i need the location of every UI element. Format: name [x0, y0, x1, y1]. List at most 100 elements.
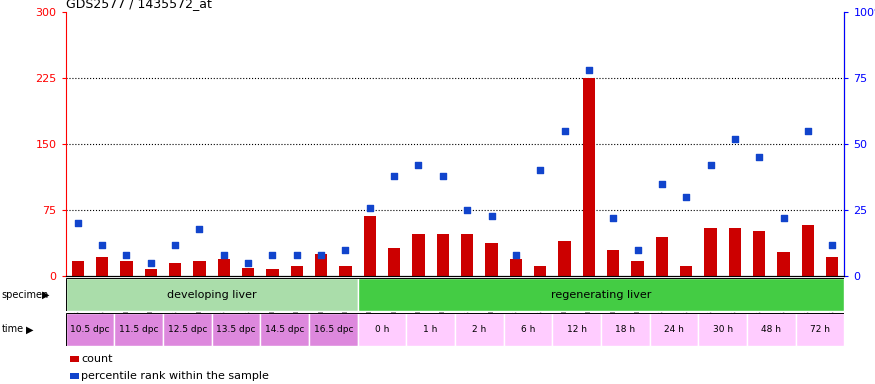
- Bar: [649, 313, 698, 346]
- Bar: [364, 217, 376, 276]
- Bar: [753, 230, 766, 276]
- Point: [411, 162, 425, 168]
- Point: [654, 180, 668, 187]
- Bar: [461, 234, 473, 276]
- Bar: [510, 259, 522, 276]
- Point: [776, 215, 790, 221]
- Bar: [115, 313, 163, 346]
- Point: [95, 242, 109, 248]
- Text: developing liver: developing liver: [167, 290, 256, 300]
- Bar: [601, 313, 649, 346]
- Bar: [778, 252, 789, 276]
- Bar: [315, 254, 327, 276]
- Bar: [340, 266, 352, 276]
- Point: [825, 242, 839, 248]
- Bar: [193, 261, 206, 276]
- Bar: [826, 257, 838, 276]
- Text: 11.5 dpc: 11.5 dpc: [119, 325, 158, 334]
- Text: 6 h: 6 h: [521, 325, 536, 334]
- Bar: [266, 270, 278, 276]
- Bar: [455, 313, 504, 346]
- Point: [582, 67, 596, 73]
- Point: [631, 247, 645, 253]
- Bar: [406, 313, 455, 346]
- Text: 16.5 dpc: 16.5 dpc: [313, 325, 354, 334]
- Bar: [632, 261, 644, 276]
- Bar: [747, 313, 795, 346]
- Bar: [534, 266, 546, 276]
- Point: [265, 252, 279, 258]
- Text: ▶: ▶: [42, 290, 50, 300]
- Text: 1 h: 1 h: [424, 325, 438, 334]
- Bar: [412, 234, 424, 276]
- Point: [120, 252, 134, 258]
- Bar: [169, 263, 181, 276]
- Point: [242, 260, 256, 266]
- Bar: [607, 250, 620, 276]
- Bar: [290, 266, 303, 276]
- Text: GDS2577 / 1435572_at: GDS2577 / 1435572_at: [66, 0, 212, 10]
- Text: percentile rank within the sample: percentile rank within the sample: [81, 371, 270, 381]
- Text: 0 h: 0 h: [374, 325, 389, 334]
- Bar: [358, 278, 844, 311]
- Text: 14.5 dpc: 14.5 dpc: [265, 325, 304, 334]
- Bar: [558, 241, 570, 276]
- Bar: [121, 261, 132, 276]
- Text: 2 h: 2 h: [473, 325, 487, 334]
- Bar: [388, 248, 400, 276]
- Bar: [96, 257, 108, 276]
- Point: [801, 127, 815, 134]
- Text: regenerating liver: regenerating liver: [551, 290, 651, 300]
- Bar: [72, 261, 84, 276]
- Bar: [655, 237, 668, 276]
- Bar: [66, 278, 358, 311]
- Text: 12.5 dpc: 12.5 dpc: [168, 325, 207, 334]
- Text: 18 h: 18 h: [615, 325, 635, 334]
- Point: [192, 226, 206, 232]
- Point: [728, 136, 742, 142]
- Point: [679, 194, 693, 200]
- Text: count: count: [81, 354, 113, 364]
- Text: ▶: ▶: [26, 324, 34, 334]
- Point: [460, 207, 474, 214]
- Text: 13.5 dpc: 13.5 dpc: [216, 325, 256, 334]
- Bar: [437, 234, 449, 276]
- Bar: [309, 313, 358, 346]
- Bar: [698, 313, 747, 346]
- Point: [290, 252, 304, 258]
- Text: time: time: [2, 324, 24, 334]
- Point: [339, 247, 353, 253]
- Point: [485, 212, 499, 218]
- Bar: [680, 266, 692, 276]
- Point: [752, 154, 766, 161]
- Bar: [704, 228, 717, 276]
- Bar: [163, 313, 212, 346]
- Point: [71, 220, 85, 227]
- Point: [533, 167, 547, 174]
- Point: [363, 205, 377, 211]
- Bar: [583, 78, 595, 276]
- Bar: [261, 313, 309, 346]
- Bar: [486, 243, 498, 276]
- Point: [144, 260, 158, 266]
- Text: 48 h: 48 h: [761, 325, 781, 334]
- Bar: [66, 313, 115, 346]
- Point: [314, 252, 328, 258]
- Bar: [242, 268, 255, 276]
- Text: 30 h: 30 h: [712, 325, 732, 334]
- Bar: [358, 313, 406, 346]
- Bar: [802, 225, 814, 276]
- Point: [704, 162, 717, 168]
- Point: [436, 173, 450, 179]
- Bar: [144, 270, 157, 276]
- Point: [606, 215, 620, 221]
- Bar: [795, 313, 844, 346]
- Bar: [729, 228, 741, 276]
- Text: 72 h: 72 h: [810, 325, 830, 334]
- Point: [168, 242, 182, 248]
- Text: specimen: specimen: [2, 290, 49, 300]
- Point: [387, 173, 401, 179]
- Text: 24 h: 24 h: [664, 325, 684, 334]
- Bar: [504, 313, 552, 346]
- Bar: [212, 313, 261, 346]
